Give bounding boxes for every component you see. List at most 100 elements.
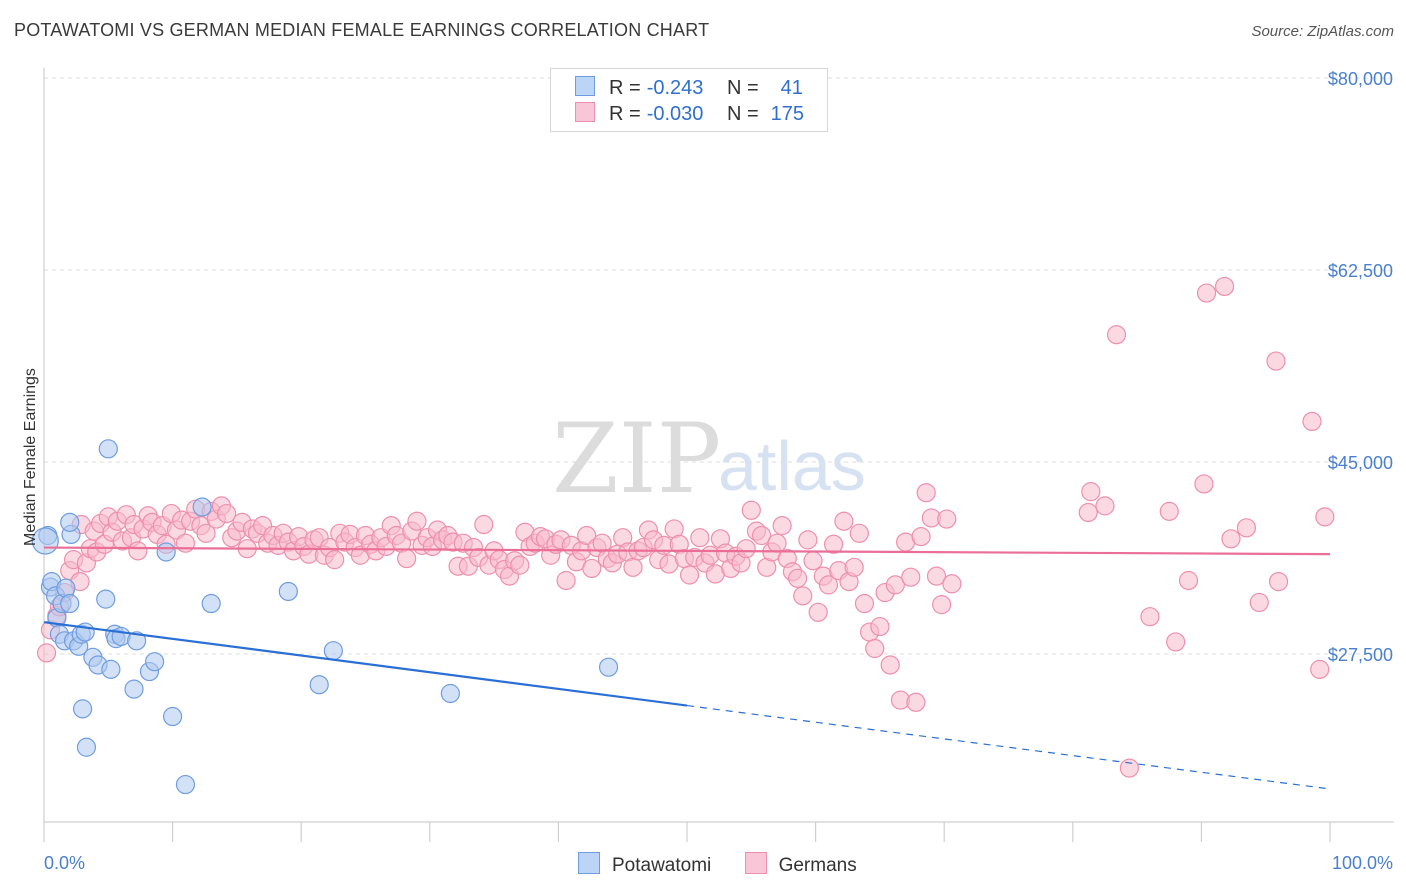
germans-point bbox=[1310, 659, 1330, 679]
legend-r-label: R = bbox=[609, 77, 641, 99]
germans-point bbox=[196, 523, 216, 543]
germans-point bbox=[932, 595, 952, 615]
legend-r-value: -0.243 bbox=[646, 77, 704, 99]
points-layer bbox=[31, 276, 1335, 795]
germans-point bbox=[556, 570, 576, 591]
germans-point bbox=[942, 574, 962, 594]
germans-point bbox=[926, 566, 947, 586]
germans-point bbox=[854, 593, 875, 614]
germans-point bbox=[751, 525, 772, 546]
germans-point bbox=[397, 548, 417, 569]
germans-point bbox=[844, 557, 864, 577]
germans-point bbox=[824, 534, 844, 554]
germans-point bbox=[1315, 507, 1335, 527]
germans-point bbox=[865, 638, 885, 659]
germans-point bbox=[1236, 518, 1257, 538]
germans-point bbox=[798, 530, 818, 550]
germans-point bbox=[690, 528, 710, 548]
legend-n-value: 41 bbox=[780, 77, 803, 99]
y-tick-label: $62,500 bbox=[1328, 261, 1393, 281]
germans-point bbox=[834, 511, 854, 531]
potawatomi-point bbox=[126, 631, 147, 651]
germans-point bbox=[474, 514, 494, 535]
potawatomi-point bbox=[192, 497, 212, 517]
germans-point bbox=[1081, 482, 1101, 502]
germans-point bbox=[217, 503, 237, 524]
trend-layer bbox=[43, 546, 1331, 790]
germans-point bbox=[1196, 283, 1217, 303]
germans-point bbox=[1214, 276, 1235, 297]
germans-point bbox=[880, 655, 900, 675]
source-credit: Source: ZipAtlas.com bbox=[1251, 23, 1394, 40]
potawatomi-point bbox=[598, 657, 619, 677]
y-tick-label: $80,000 bbox=[1328, 69, 1393, 89]
germans-swatch bbox=[575, 102, 595, 122]
germans-point bbox=[1140, 607, 1160, 627]
germans-point bbox=[906, 692, 926, 712]
potawatomi-point bbox=[144, 652, 165, 672]
series-legend: Potawatomi Germans bbox=[578, 852, 885, 877]
germans-point bbox=[937, 509, 957, 529]
germans-point bbox=[911, 527, 931, 547]
potawatomi-point bbox=[72, 699, 93, 719]
potawatomi-point bbox=[175, 774, 196, 795]
x-tick-label: 0.0% bbox=[44, 853, 85, 873]
watermark-atlas: atlas bbox=[718, 427, 866, 505]
germans-point bbox=[623, 557, 643, 577]
potawatomi-point bbox=[96, 589, 116, 609]
potawatomi-point bbox=[60, 512, 80, 532]
germans-point bbox=[1266, 351, 1286, 371]
legend-n-value: 175 bbox=[770, 103, 805, 125]
germans-point bbox=[1106, 325, 1127, 345]
germans-point bbox=[175, 533, 196, 553]
germans-point bbox=[767, 533, 787, 553]
legend-item-germans: Germans bbox=[744, 852, 857, 877]
potawatomi-point bbox=[323, 641, 343, 661]
potawatomi-trendline-solid bbox=[43, 621, 688, 707]
germans-point bbox=[407, 511, 427, 531]
germans-point bbox=[1178, 570, 1199, 591]
potawatomi-point bbox=[440, 683, 460, 704]
legend-n-label: N = bbox=[726, 77, 759, 99]
germans-point bbox=[1159, 501, 1179, 521]
legend-label: Germans bbox=[778, 855, 857, 876]
potawatomi-point bbox=[201, 593, 221, 614]
germans-point bbox=[885, 575, 905, 595]
legend-label: Potawatomi bbox=[612, 855, 712, 876]
ticks-layer: $27,500 $45,000 $62,500 $80,000 0.0% 100.0% bbox=[44, 69, 1393, 873]
potawatomi-point bbox=[163, 706, 183, 727]
potawatomi-point bbox=[101, 659, 121, 679]
germans-point bbox=[679, 565, 700, 585]
legend-row-potawatomi: R = -0.243 N = 41 bbox=[575, 76, 803, 100]
stats-legend: R = -0.243 N = 41 R = -0.030 N = 175 bbox=[550, 68, 828, 132]
germans-point bbox=[1268, 571, 1289, 592]
germans-point bbox=[818, 575, 839, 595]
germans-point bbox=[772, 516, 792, 536]
potawatomi-point bbox=[60, 593, 80, 614]
potawatomi-point bbox=[98, 439, 118, 459]
y-tick-label: $45,000 bbox=[1328, 453, 1393, 473]
germans-point bbox=[736, 539, 756, 559]
germans-point bbox=[1194, 474, 1214, 494]
germans-point bbox=[128, 541, 148, 561]
germans-point bbox=[510, 555, 530, 575]
germans-point bbox=[916, 483, 936, 503]
x-tick-label: 100.0% bbox=[1332, 853, 1393, 873]
legend-r-value: -0.030 bbox=[646, 103, 704, 125]
germans-point bbox=[793, 586, 813, 606]
potawatomi-point bbox=[278, 581, 298, 602]
potawatomi-point bbox=[156, 542, 176, 562]
chart-title: POTAWATOMI VS GERMAN MEDIAN FEMALE EARNI… bbox=[14, 20, 710, 40]
germans-swatch bbox=[744, 852, 767, 874]
potawatomi-point bbox=[76, 737, 97, 757]
axes-layer bbox=[43, 68, 1394, 842]
germans-point bbox=[1078, 502, 1098, 523]
germans-point bbox=[1119, 758, 1139, 778]
watermark-zip: ZIP bbox=[552, 403, 721, 515]
legend-r-label: R = bbox=[609, 103, 641, 125]
germans-point bbox=[808, 602, 828, 622]
germans-point bbox=[741, 500, 761, 520]
germans-point bbox=[582, 558, 602, 579]
y-axis-label: Median Female Earnings bbox=[22, 368, 39, 546]
